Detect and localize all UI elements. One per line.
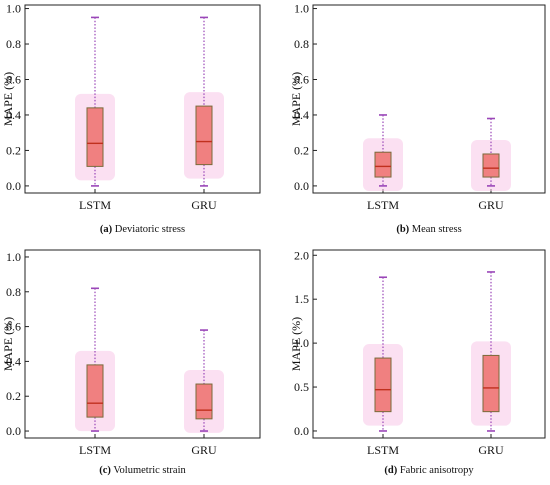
panel-tag: (c) (99, 465, 111, 476)
panel-caption: (a) Deviatoric stress (100, 224, 185, 235)
x-tick-label: GRU (478, 198, 504, 212)
y-tick-label: 0.0 (294, 424, 309, 438)
y-tick-label: 0.4 (294, 108, 309, 122)
y-tick-label: 1.5 (294, 292, 309, 306)
plot-frame (24, 249, 261, 439)
y-tick-label: 0.6 (294, 72, 309, 86)
y-axis-label: MAPE (%) (289, 317, 303, 371)
box-gru (184, 16, 224, 187)
panel-caption: (b) Mean stress (396, 224, 461, 235)
y-tick-label: 0.2 (6, 143, 21, 157)
plot-frame (24, 4, 261, 194)
y-tick-label: 0.2 (6, 389, 21, 403)
panel-caption: (c) Volumetric strain (99, 465, 186, 476)
iqr-box (195, 383, 213, 420)
x-tick-label: GRU (191, 198, 217, 212)
panel-caption-text: Fabric anisotropy (397, 465, 474, 476)
y-tick-label: 0.8 (6, 285, 21, 299)
y-tick-label: 1.0 (6, 2, 21, 16)
plot-frame (312, 4, 546, 194)
x-tick-label: LSTM (79, 443, 111, 457)
y-tick-label: 1.0 (294, 2, 309, 16)
x-tick-label: LSTM (367, 443, 399, 457)
y-tick-label: 0.0 (6, 424, 21, 438)
panel-tag: (b) (396, 224, 409, 235)
iqr-box (374, 357, 392, 413)
y-tick-label: 0.4 (6, 354, 21, 368)
y-tick-label: 0.5 (294, 380, 309, 394)
panel-caption-text: Volumetric strain (111, 465, 187, 476)
y-axis-label: MAPE (%) (1, 72, 15, 126)
x-tick-label: LSTM (367, 198, 399, 212)
iqr-box (374, 151, 392, 178)
panel-tag: (a) (100, 224, 113, 235)
iqr-box (195, 105, 213, 166)
box-lstm (75, 16, 115, 187)
y-tick-label: 1.0 (6, 250, 21, 264)
box-lstm (363, 114, 403, 192)
y-axis-label: MAPE (%) (289, 72, 303, 126)
plot-frame (312, 249, 546, 439)
x-tick-label: LSTM (79, 198, 111, 212)
iqr-box (86, 364, 104, 418)
y-tick-label: 0.2 (294, 143, 309, 157)
box-gru (471, 271, 511, 432)
panel-0: 0.0 0.2 0.4 0.6 0.8 1.0 MAPE (%) LSTM GRU (a) Dev… (1, 2, 261, 235)
x-tick-label: GRU (478, 443, 504, 457)
iqr-box (482, 354, 500, 413)
y-tick-label: 0.8 (294, 37, 309, 51)
y-tick-label: 0.6 (6, 320, 21, 334)
y-tick-label: 0.0 (294, 179, 309, 193)
box-gru (184, 329, 224, 433)
panel-2: 0.0 0.2 0.4 0.6 0.8 1.0 MAPE (%) LSTM GRU (c) Vol… (1, 249, 261, 476)
panel-caption-text: Mean stress (409, 224, 462, 235)
x-tick-label: GRU (191, 443, 217, 457)
y-tick-label: 0.6 (6, 72, 21, 86)
y-axis-label: MAPE (%) (1, 317, 15, 371)
panel-3: 0.0 0.5 1.0 1.5 2.0 MAPE (%) LSTM GRU (d) Fabric… (289, 248, 546, 476)
y-tick-label: 2.0 (294, 248, 309, 262)
panel-1: 0.0 0.2 0.4 0.6 0.8 1.0 MAPE (%) LSTM GRU (b) Mea… (289, 2, 546, 235)
iqr-box (482, 153, 500, 178)
y-tick-label: 0.0 (6, 179, 21, 193)
y-tick-label: 0.4 (6, 108, 21, 122)
panel-tag: (d) (384, 465, 397, 476)
iqr-box (86, 107, 104, 167)
box-lstm (363, 276, 403, 432)
panel-caption-text: Deviatoric stress (112, 224, 185, 235)
y-tick-label: 1.0 (294, 336, 309, 350)
box-gru (471, 117, 511, 192)
y-tick-label: 0.8 (6, 37, 21, 51)
box-lstm (75, 287, 115, 432)
panel-caption: (d) Fabric anisotropy (384, 465, 474, 476)
